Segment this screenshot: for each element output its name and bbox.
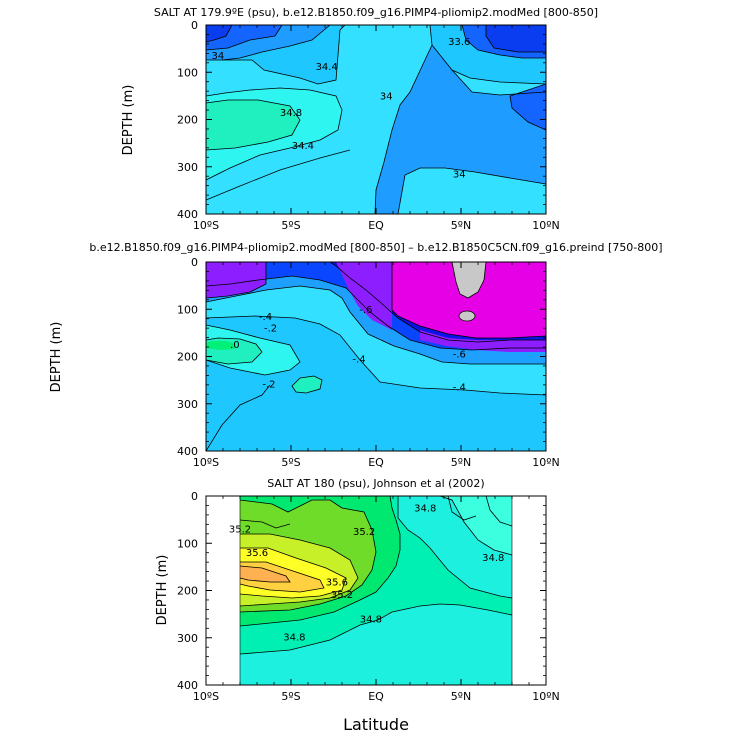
y-tick-label: 100 — [177, 66, 198, 79]
panel-3-x-axis: 10ºS 5ºS EQ 5ºN 10ºN — [193, 496, 560, 703]
y-tick-label: 0 — [191, 256, 198, 269]
panel-3-field — [206, 496, 546, 685]
y-tick-label: 200 — [177, 114, 198, 127]
contour-label: -.2 — [262, 379, 275, 390]
diff-band-0-center — [206, 341, 236, 350]
y-tick-label: 100 — [177, 303, 198, 316]
panel-1-title: SALT AT 179.9ºE (psu), b.e12.B1850.f09_g… — [154, 6, 598, 19]
x-tick-label: EQ — [368, 456, 384, 469]
contour-label: 34.4 — [292, 141, 314, 152]
x-tick-label: EQ — [368, 219, 384, 232]
panel-3: SALT AT 180 (psu), Johnson et al (2002) — [155, 477, 560, 703]
diff-missing-spot — [459, 311, 475, 321]
salt-band-33-6-east — [510, 84, 546, 130]
y-tick-label: 400 — [177, 208, 198, 221]
y-tick-label: 0 — [191, 19, 198, 32]
panel-1-contour-labels: 34 34.4 34.8 34.4 34 34 33.6 — [212, 37, 471, 180]
contour-label: 35.2 — [331, 590, 353, 601]
contour-label: 35.2 — [229, 525, 251, 536]
contour-label: 35.2 — [353, 527, 375, 538]
x-tick-label: 10ºS — [193, 456, 219, 469]
x-tick-label: 5ºN — [451, 219, 471, 232]
x-tick-label: 10ºN — [532, 456, 559, 469]
panel-2-contours — [206, 262, 546, 451]
x-tick-label: EQ — [368, 690, 384, 703]
y-tick-label: 300 — [177, 398, 198, 411]
panel-1-contours — [206, 25, 546, 214]
x-tick-label: 5ºS — [281, 456, 300, 469]
contour-label: 35.6 — [326, 577, 348, 588]
salt-band-33-8 — [375, 45, 546, 214]
y-tick-label: 0 — [191, 490, 198, 503]
diff-missing-north — [452, 262, 486, 298]
diff-band-purple-east — [420, 330, 546, 352]
diff-band-blob — [292, 376, 322, 393]
contour-label: 34 — [380, 91, 393, 102]
y-tick-label: 400 — [177, 445, 198, 458]
x-axis-label: Latitude — [343, 715, 409, 734]
contour-label: -.6 — [453, 350, 466, 361]
contour-label: 34 — [453, 169, 466, 180]
contour-label: 35.6 — [246, 548, 268, 559]
panel-2-contour-labels: -.4-.2.0-.2-.4-.6-.6-.4 — [230, 305, 466, 394]
contour-label: -.4 — [453, 383, 466, 394]
panel-2-y-axis: 0 100 200 300 400 — [177, 256, 546, 458]
contour-label: 34.8 — [360, 614, 382, 625]
panel-1-ylabel: DEPTH (m) — [121, 85, 136, 156]
salt-band-34-8 — [206, 100, 300, 150]
x-tick-label: 10ºN — [532, 690, 559, 703]
y-tick-label: 200 — [177, 585, 198, 598]
obs-band-34-6 — [240, 496, 512, 555]
contour-label: 34.8 — [280, 108, 302, 119]
x-tick-label: 5ºS — [281, 690, 300, 703]
panel-3-ylabel: DEPTH (m) — [155, 555, 170, 626]
contour-label: 34.8 — [414, 503, 436, 514]
contour-label: 33.6 — [448, 37, 470, 48]
x-tick-label: 10ºS — [193, 219, 219, 232]
contour-label: -.4 — [259, 312, 272, 323]
panel-2-title: b.e12.B1850.f09_g16.PIMP4-pliomip2.modMe… — [89, 241, 662, 254]
y-tick-label: 100 — [177, 537, 198, 550]
panel-3-contour-labels: 35.2 35.6 35.6 35.2 35.2 34.8 34.8 34.8 34.8 — [229, 503, 505, 643]
x-tick-label: 5ºN — [451, 456, 471, 469]
panel-3-title: SALT AT 180 (psu), Johnson et al (2002) — [267, 477, 484, 490]
x-tick-label: 5ºN — [451, 690, 471, 703]
x-tick-label: 10ºS — [193, 690, 219, 703]
contour-label: -.2 — [264, 324, 277, 335]
panel-1-x-axis: 10ºS 5ºS EQ 5ºN 10ºN — [193, 25, 560, 232]
x-tick-label: 10ºN — [532, 219, 559, 232]
panel-1-field — [206, 25, 546, 214]
panel-2-x-axis: 10ºS 5ºS EQ 5ºN 10ºN — [193, 262, 560, 469]
contour-label: 34.8 — [482, 553, 504, 564]
contour-label: 34.8 — [283, 632, 305, 643]
y-tick-label: 300 — [177, 632, 198, 645]
contour-label: -.6 — [359, 305, 372, 316]
panel-3-y-axis: 0 100 200 300 400 — [177, 490, 546, 692]
contour-label: .0 — [230, 340, 240, 351]
diff-band-purple-nw — [206, 262, 266, 298]
diff-band-purple-mid — [336, 262, 392, 330]
panel-2-field — [206, 262, 546, 451]
salt-band-33-4-ne — [486, 25, 546, 52]
salt-band-33-4 — [206, 25, 232, 42]
obs-band-36-0 — [240, 566, 290, 582]
panel-1-y-axis: 0 100 200 300 400 — [177, 19, 546, 221]
panel-2: b.e12.B1850.f09_g16.PIMP4-pliomip2.modMe… — [49, 241, 663, 469]
contour-label: -.4 — [352, 354, 365, 365]
panel-1: SALT AT 179.9ºE (psu), b.e12.B1850.f09_g… — [121, 6, 598, 232]
panel-3-contours — [239, 496, 513, 655]
y-tick-label: 200 — [177, 351, 198, 364]
panel-2-ylabel: DEPTH (m) — [49, 322, 64, 393]
diff-band-magenta — [392, 262, 546, 338]
y-tick-label: 300 — [177, 161, 198, 174]
y-tick-label: 400 — [177, 679, 198, 692]
contour-label: 34 — [212, 51, 225, 62]
contour-label: 34.4 — [316, 62, 338, 73]
x-tick-label: 5ºS — [281, 219, 300, 232]
